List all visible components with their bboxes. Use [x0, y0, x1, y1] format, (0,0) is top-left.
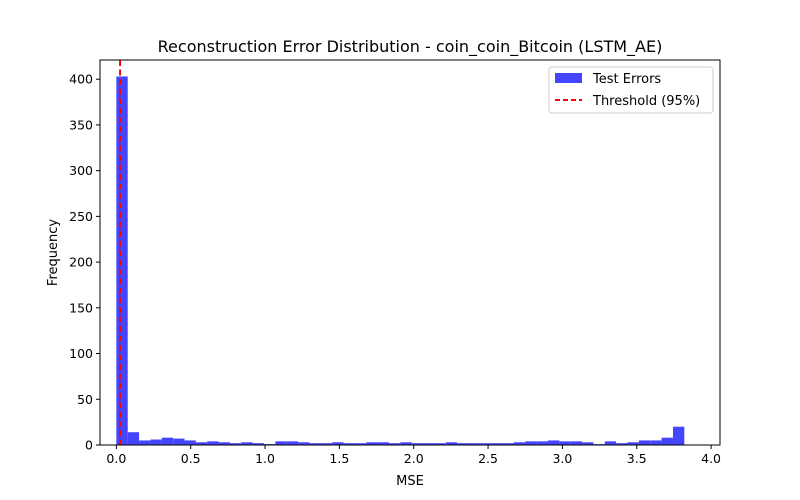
x-tick-label: 3.5 [627, 451, 647, 466]
histogram-bar [161, 437, 174, 445]
histogram-bar [502, 443, 514, 445]
y-tick-label: 200 [69, 255, 93, 270]
histogram-bar [672, 426, 685, 445]
y-tick-label: 350 [69, 117, 93, 132]
histogram-bar [309, 443, 321, 445]
histogram-bar [536, 441, 549, 445]
histogram-bar [411, 443, 424, 445]
y-tick-label: 400 [69, 72, 93, 87]
legend-swatch-test-errors [555, 73, 582, 83]
histogram-bar [513, 442, 526, 445]
histogram-bar [354, 443, 367, 445]
histogram-bar [548, 440, 560, 445]
histogram-bar [139, 440, 151, 445]
x-tick-label: 3.0 [552, 451, 572, 466]
y-axis-label: Frequency [46, 219, 61, 286]
plot-frame [99, 59, 721, 446]
histogram-bar [388, 443, 401, 445]
y-tick-label: 50 [77, 392, 93, 407]
histogram-bar [320, 443, 333, 445]
histogram-bar [423, 443, 435, 445]
histogram-bar [275, 441, 287, 445]
histogram-bar [638, 440, 651, 445]
histogram-bar [559, 441, 571, 445]
x-tick-label: 4.0 [701, 451, 721, 466]
x-axis-ticks: 0.0 0.5 1.0 1.5 2.0 2.5 3.0 3.5 4.0 [106, 445, 721, 466]
histogram-bar [445, 442, 458, 445]
x-tick-label: 0.0 [106, 451, 126, 466]
histogram-bar [457, 443, 469, 445]
histogram-bar [479, 443, 492, 445]
legend: Test Errors Threshold (95%) [548, 66, 714, 114]
histogram-bar [127, 432, 140, 445]
histogram-bar [570, 441, 583, 445]
histogram-bar [241, 442, 253, 445]
histogram-bar [525, 441, 537, 445]
histogram-bar [491, 443, 503, 445]
histogram-bar [184, 440, 196, 445]
histogram-bar [400, 442, 412, 445]
histogram-bar [229, 443, 242, 445]
y-tick-label: 100 [69, 346, 93, 361]
x-axis-label: MSE [396, 474, 424, 489]
histogram-bar [173, 438, 185, 445]
histogram-bar [661, 437, 673, 445]
histogram-bar [195, 442, 208, 445]
histogram-bar [150, 439, 162, 445]
y-tick-label: 250 [69, 209, 93, 224]
histogram-bar [116, 76, 128, 445]
histogram-bar [252, 443, 265, 445]
histogram-bar [468, 443, 480, 445]
histogram-bar [332, 442, 344, 445]
histogram-bar [627, 442, 639, 445]
y-tick-label: 0 [85, 438, 93, 453]
histogram-bar [434, 443, 446, 445]
legend-frame [548, 66, 714, 114]
y-tick-label: 300 [69, 163, 93, 178]
histogram-bar [650, 440, 662, 445]
x-tick-label: 0.5 [181, 451, 201, 466]
x-tick-label: 2.5 [478, 451, 498, 466]
chart-title: Reconstruction Error Distribution - coin… [158, 37, 663, 57]
histogram-bar [604, 441, 617, 445]
x-tick-label: 1.5 [329, 451, 349, 466]
histogram-bar [286, 441, 299, 445]
histogram-bar [366, 442, 378, 445]
histogram-bar [377, 442, 389, 445]
histogram-bar [207, 441, 219, 445]
histogram-bar [582, 442, 594, 445]
histogram-bar [616, 443, 628, 445]
histogram-bar [343, 443, 355, 445]
y-axis-ticks: 0 50 100 150 200 250 300 350 400 [69, 72, 100, 453]
x-tick-label: 1.0 [255, 451, 275, 466]
histogram-bar [218, 442, 230, 445]
x-tick-label: 2.0 [404, 451, 424, 466]
histogram-bars [116, 76, 685, 445]
histogram-bar [298, 442, 310, 445]
y-tick-label: 150 [69, 300, 93, 315]
legend-label-test-errors: Test Errors [592, 72, 661, 87]
legend-label-threshold: Threshold (95%) [592, 94, 700, 109]
